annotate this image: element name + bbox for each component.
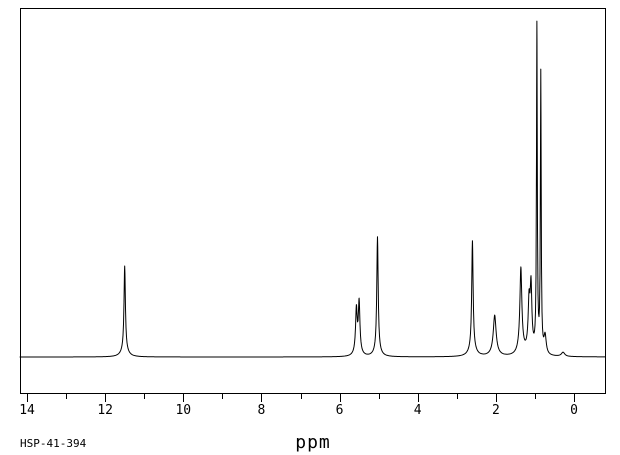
x-tick-label: 4 (413, 403, 422, 418)
x-tick-label: 6 (335, 403, 344, 418)
x-tick-label: 12 (97, 403, 113, 418)
x-tick-label: 8 (257, 403, 266, 418)
x-tick-label: 2 (491, 403, 500, 418)
plot-frame (20, 8, 606, 394)
x-tick-label: 10 (175, 403, 192, 418)
x-tick-label: 14 (19, 403, 35, 418)
spectrum-trace (19, 20, 606, 358)
sample-id-label: HSP-41-394 (20, 437, 87, 450)
x-axis-title: ppm (295, 432, 331, 453)
x-tick-label: 0 (570, 403, 578, 418)
x-axis-ticks (27, 393, 575, 402)
